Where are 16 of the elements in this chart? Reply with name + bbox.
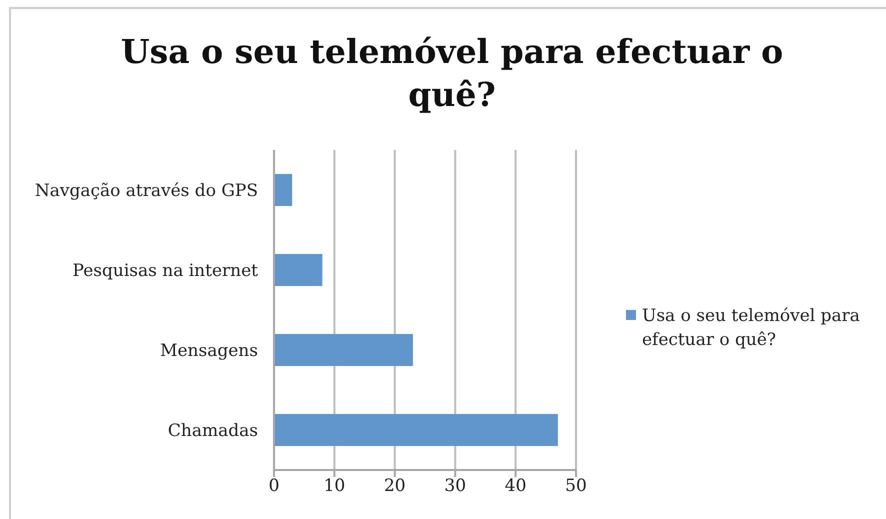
bar — [274, 414, 558, 446]
y-tick-label: Navgação através do GPS — [34, 181, 258, 202]
y-tick-label: Mensagens — [160, 341, 258, 362]
y-tick-label: Pesquisas na internet — [72, 261, 258, 282]
x-tick-label: 20 — [384, 476, 406, 496]
bar — [274, 174, 292, 206]
legend-label: Usa o seu telemóvel para efectuar o quê? — [642, 305, 861, 352]
chart-title: Usa o seu telemóvel para efectuar o quê? — [120, 31, 784, 116]
x-tick-label: 30 — [444, 476, 466, 496]
x-tick-label: 40 — [504, 476, 526, 496]
y-tick-label: Chamadas — [168, 421, 258, 442]
bar — [274, 334, 413, 366]
x-tick-label: 0 — [268, 476, 280, 496]
x-tick-label: 10 — [324, 476, 346, 496]
x-tick-label: 50 — [565, 476, 587, 496]
bar — [274, 254, 322, 286]
